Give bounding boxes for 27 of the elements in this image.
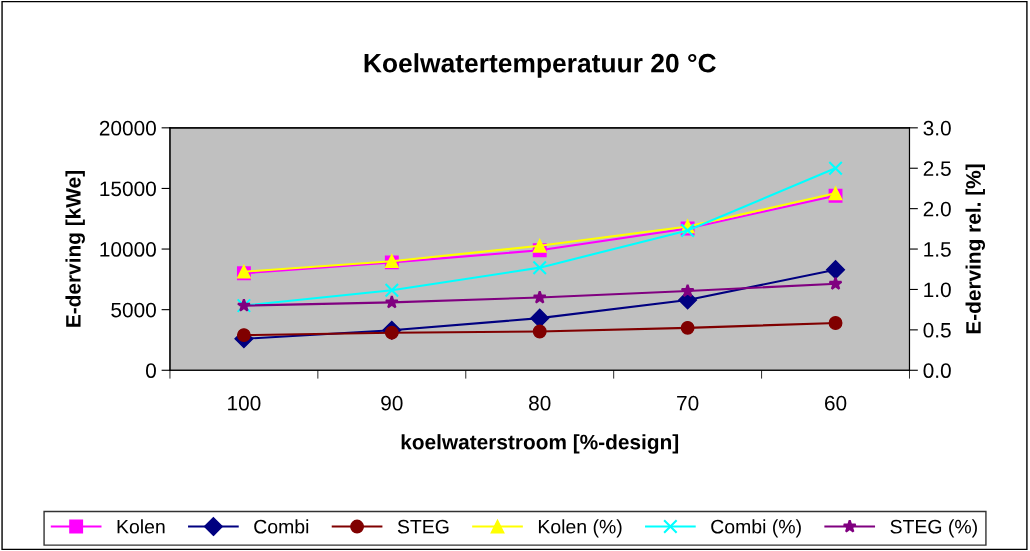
legend-label: STEG (%)	[890, 519, 977, 538]
legend-label: STEG	[397, 519, 449, 534]
legend-label: Kolen	[117, 519, 165, 534]
x-tick-label: 70	[677, 395, 699, 411]
y2-tick-label: 1.0	[924, 282, 951, 298]
chart-title: Koelwatertemperatuur 20 °C	[364, 53, 716, 78]
legend-label: Combi (%)	[711, 519, 801, 538]
y2-tick-label: 1.5	[924, 242, 951, 257]
x-tick-label: 60	[825, 395, 847, 411]
y2-tick-label: 0.0	[923, 363, 951, 379]
y2-tick-label: 0.5	[923, 322, 951, 338]
y-axis-title: E-derving [kWe]	[65, 171, 85, 327]
y-tick-label: 20000	[99, 120, 156, 136]
legend-label: Combi	[254, 519, 309, 534]
x-tick-label: 80	[529, 395, 551, 411]
y2-tick-label: 3.0	[923, 120, 951, 136]
x-tick-label: 90	[381, 395, 403, 411]
y2-tick-label: 2.5	[923, 161, 951, 176]
y2-axis-title: E-derving rel. [%]	[965, 164, 986, 334]
y-tick-label: 0	[145, 363, 156, 379]
y2-tick-label: 2.0	[923, 201, 951, 217]
legend-label: Kolen (%)	[538, 519, 622, 538]
y-tick-label: 10000	[100, 242, 156, 257]
x-tick-label: 100	[228, 395, 261, 411]
y-tick-label: 5000	[111, 302, 156, 318]
x-axis-title: koelwaterstroom [%-design]	[401, 434, 679, 454]
y-tick-label: 15000	[100, 181, 156, 197]
